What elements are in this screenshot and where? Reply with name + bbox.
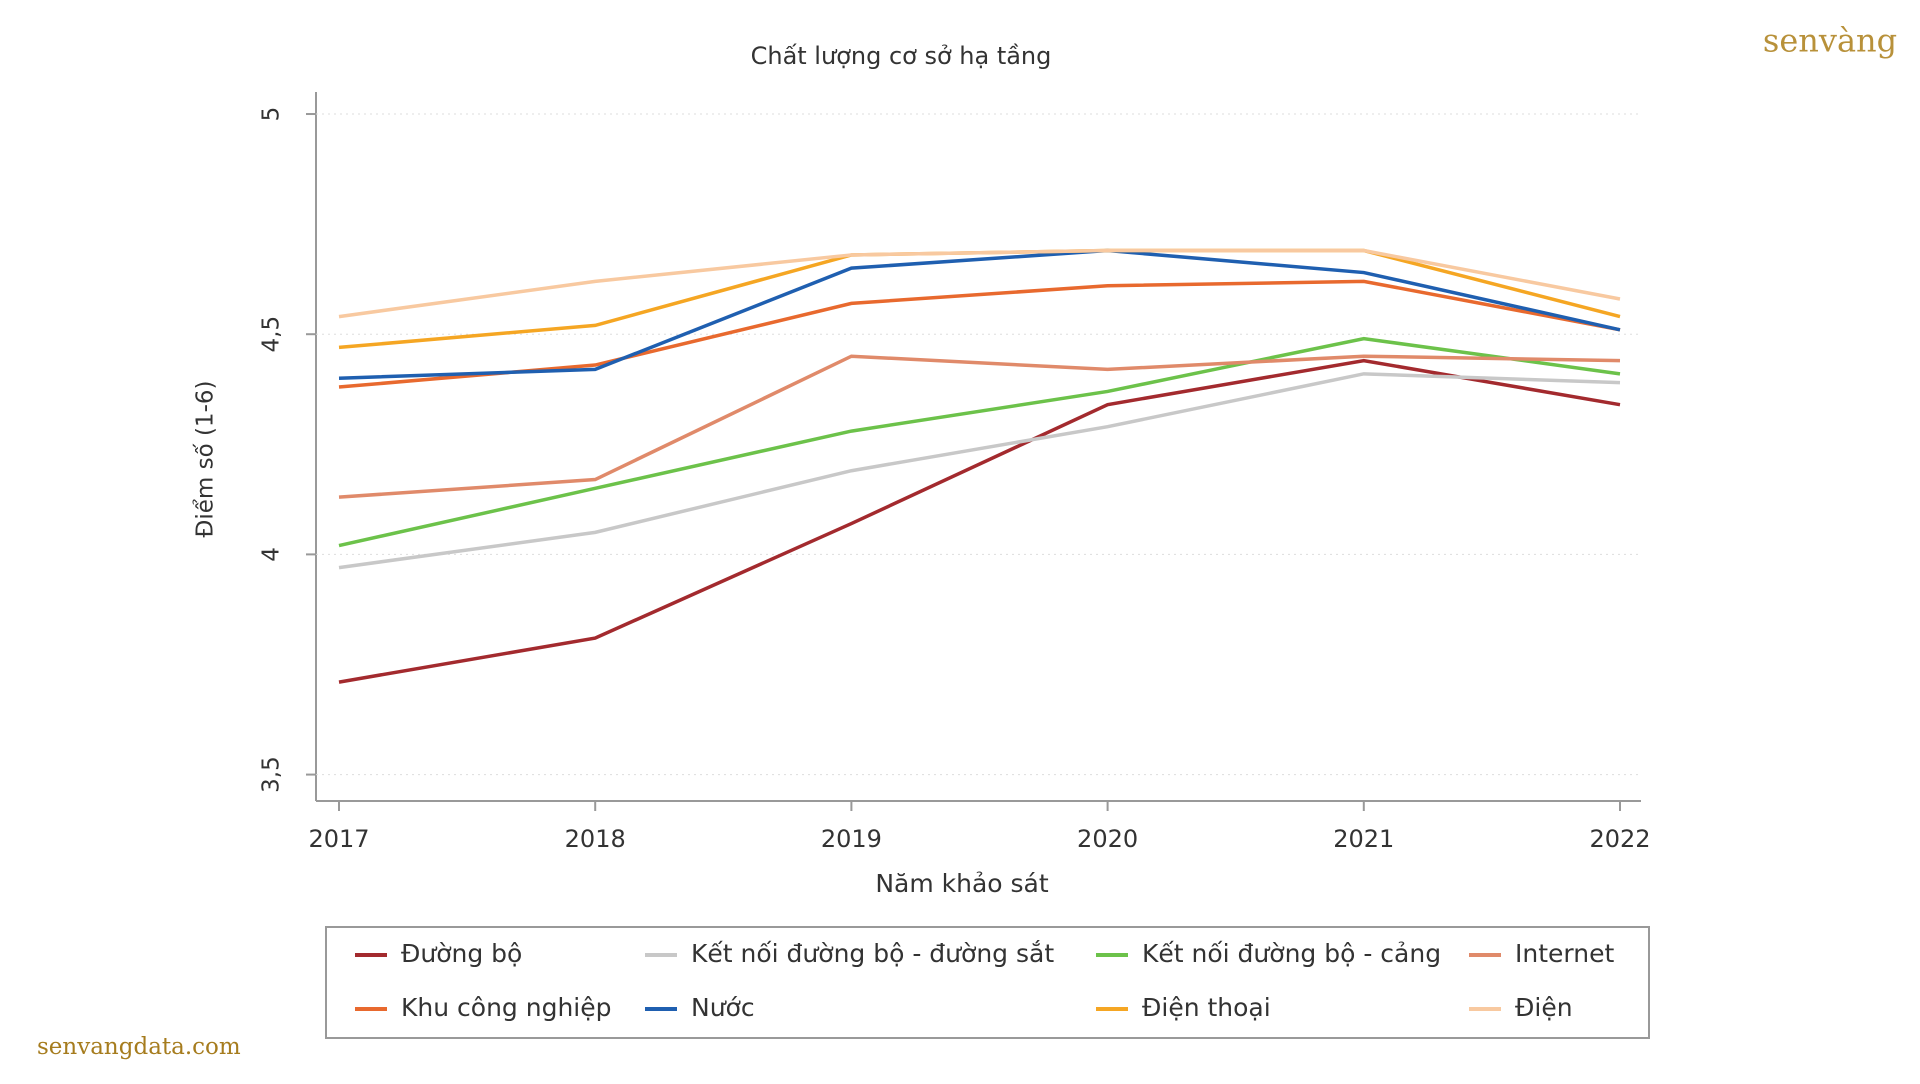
series-line <box>338 248 1621 319</box>
series-line <box>338 279 1621 389</box>
y-tick-label: 5 <box>259 107 285 122</box>
brand: senvàng <box>1763 22 1897 60</box>
legend-label: Điện <box>1515 993 1573 1022</box>
x-axis-label: Năm khảo sát <box>875 869 1049 898</box>
legend-label: Điện thoại <box>1142 993 1271 1022</box>
series-line <box>338 248 1621 350</box>
y-tick-label: 4 <box>259 547 285 562</box>
y-tick-label: 4,5 <box>259 316 285 353</box>
chart-title: Chất lượng cơ sở hạ tầng <box>751 42 1052 70</box>
legend-label: Nước <box>691 993 755 1022</box>
x-tick-label: 2022 <box>1589 825 1650 853</box>
legend-label: Kết nối đường bộ - đường sắt <box>691 939 1054 968</box>
series-line <box>338 358 1621 684</box>
series-line <box>338 354 1621 499</box>
x-tick-label: 2019 <box>821 825 882 853</box>
legend-label: Internet <box>1515 939 1614 968</box>
series-line <box>338 248 1621 380</box>
legend-label: Kết nối đường bộ - cảng <box>1142 939 1441 968</box>
x-tick-label: 2021 <box>1333 825 1394 853</box>
legend-label: Khu công nghiệp <box>401 993 612 1022</box>
series-line <box>338 336 1621 548</box>
x-tick-label: 2018 <box>565 825 626 853</box>
legend-box <box>325 926 1650 1039</box>
legend-label: Đường bộ <box>401 939 522 968</box>
y-tick-label: 3,5 <box>259 756 285 793</box>
y-axis-label: Điểm số (1-6) <box>193 381 219 538</box>
x-tick-label: 2017 <box>308 825 369 853</box>
series-line <box>338 372 1621 570</box>
watermark: senvangdata.com <box>37 1034 241 1060</box>
x-tick-label: 2020 <box>1077 825 1138 853</box>
